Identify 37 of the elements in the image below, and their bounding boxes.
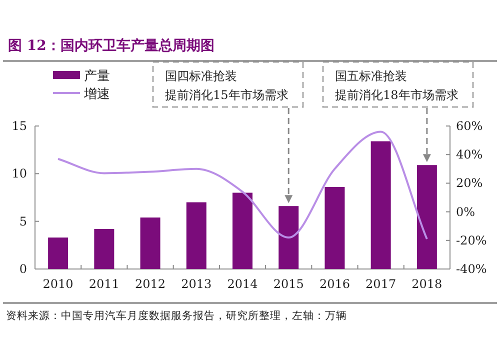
bar xyxy=(278,206,299,269)
bar xyxy=(416,165,437,269)
text: 提前消化15年市场需求 xyxy=(165,88,288,102)
y-tick-label: 15 xyxy=(12,119,27,133)
line-series xyxy=(57,130,428,240)
y2-tick-label: -20% xyxy=(456,233,487,248)
x-tick-label: 2010 xyxy=(42,277,74,291)
y-tick-label: 0 xyxy=(19,262,27,276)
text: 提前消化18年市场需求 xyxy=(335,88,458,102)
bar xyxy=(186,202,206,269)
x-tick-label: 2018 xyxy=(412,277,442,291)
y2-tick-label: 40% xyxy=(456,148,483,162)
x-tick-label: 2014 xyxy=(227,277,258,291)
y2-tick-label: 20% xyxy=(456,176,483,190)
x-tick-label: 2013 xyxy=(181,277,212,291)
legend-label: 产量 xyxy=(84,69,110,84)
text: 资料来源：中国专用汽车月度数据服务报告，研究所整理，左轴：万辆 xyxy=(6,309,347,322)
x-tick-label: 2017 xyxy=(366,277,396,291)
y2-tick-label: 60% xyxy=(456,119,483,133)
y2-tick-label: -40% xyxy=(456,262,487,276)
chart-title: 图 12：国内环卫车产量总周期图 xyxy=(8,37,214,54)
bar xyxy=(232,192,252,269)
bar xyxy=(48,238,68,269)
bar xyxy=(140,218,160,269)
y-tick-label: 5 xyxy=(19,214,27,228)
legend-label: 增速 xyxy=(83,87,110,102)
x-tick-label: 2011 xyxy=(88,277,120,291)
y-tick-label: 10 xyxy=(12,166,27,181)
x-tick-label: 2016 xyxy=(319,277,350,291)
x-tick-label: 2015 xyxy=(273,277,304,291)
bar xyxy=(324,187,345,269)
y2-tick-label: 0% xyxy=(456,204,476,219)
bar xyxy=(94,228,114,269)
text: 国五标准抢装 xyxy=(335,69,407,83)
text: 国四标准抢装 xyxy=(165,69,237,83)
x-tick-label: 2012 xyxy=(135,277,166,291)
bar xyxy=(370,141,391,269)
